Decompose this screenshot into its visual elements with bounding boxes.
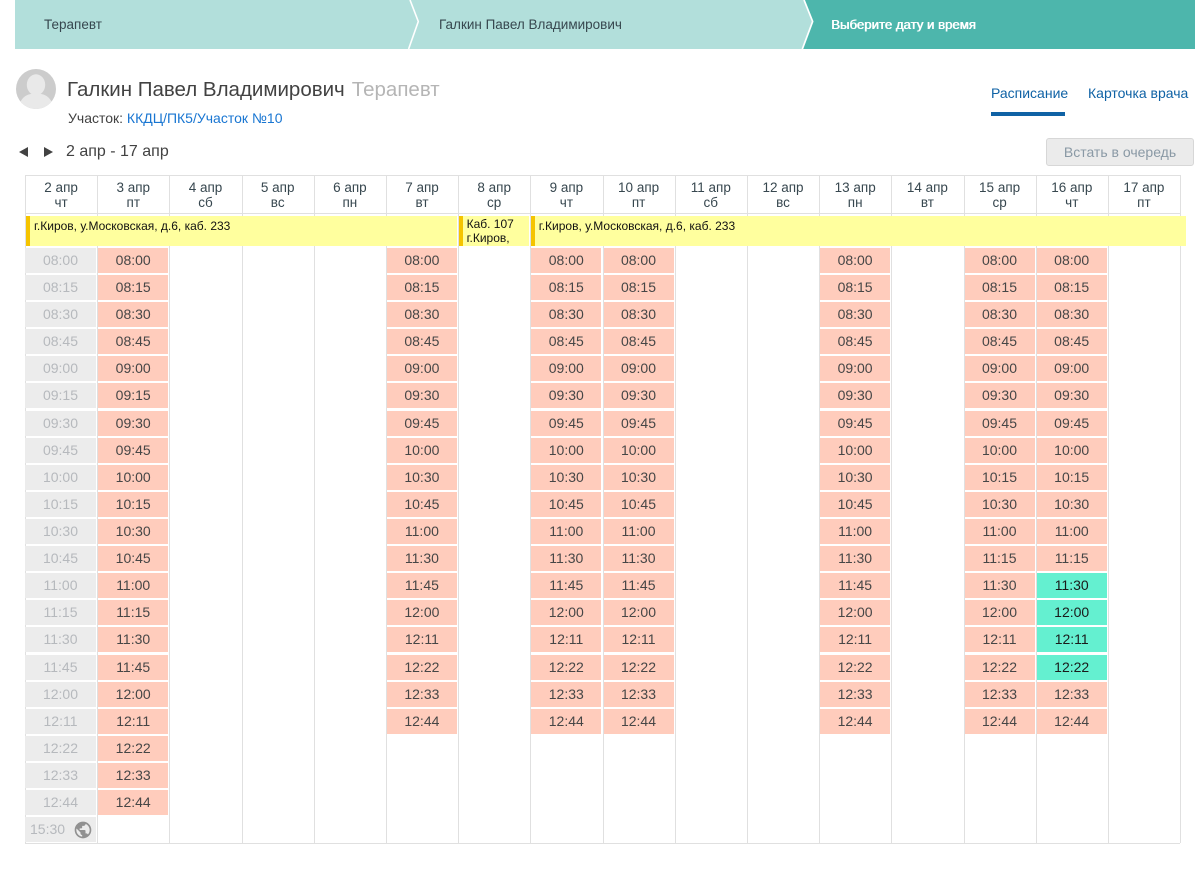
svg-text:Выберите дату и время: Выберите дату и время [831, 17, 976, 32]
svg-text:Терапевт: Терапевт [44, 17, 102, 32]
svg-text:Галкин Павел Владимирович: Галкин Павел Владимирович [439, 17, 622, 32]
